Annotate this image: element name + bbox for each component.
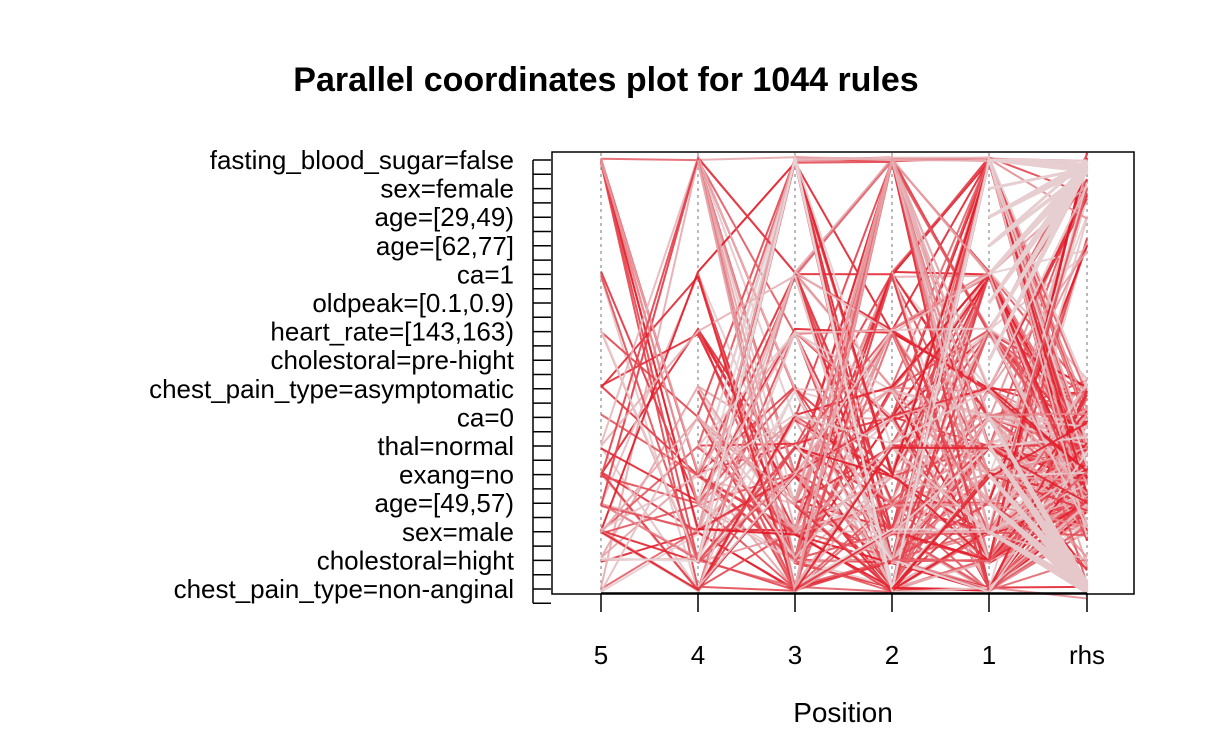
rule-line	[988, 412, 1088, 416]
rule-line	[697, 198, 1088, 531]
x-tick-label: 4	[691, 640, 705, 670]
rule-line	[988, 530, 1088, 595]
x-axis-title: Position	[793, 697, 893, 728]
y-tick-label: fasting_blood_sugar=false	[210, 145, 514, 175]
rule-line	[600, 155, 1088, 533]
rule-line	[891, 422, 1088, 590]
rule-line	[988, 245, 1088, 502]
rule-line	[987, 168, 1089, 276]
y-tick-label: cholestoral=hight	[317, 545, 515, 575]
y-tick-label: ca=1	[457, 259, 514, 289]
rule-line	[988, 162, 1088, 219]
y-tick-label: ca=0	[457, 402, 514, 432]
rule-line	[794, 182, 1088, 588]
x-axis: 5 4 3 2 1 rhs	[594, 592, 1105, 670]
rule-line	[697, 184, 1088, 478]
rule-line	[794, 473, 1088, 591]
rule-line	[600, 274, 1088, 564]
rule-line	[600, 154, 1088, 592]
y-tick-label: exang=no	[399, 460, 514, 490]
x-tick-label: 2	[885, 640, 899, 670]
rule-line	[697, 327, 1088, 588]
grid-lines	[600, 153, 1088, 593]
y-tick-label: age=[49,57)	[374, 488, 514, 518]
y-tick-label: sex=female	[380, 174, 514, 204]
rule-line	[988, 502, 1088, 587]
rule-line	[987, 169, 1089, 361]
x-tick-label: 1	[982, 640, 996, 670]
rule-line	[891, 470, 1088, 562]
y-axis: fasting_blood_sugar=falsesex=femaleage=[…	[149, 145, 551, 605]
plot-frame	[551, 151, 1135, 595]
x-tick-label: 5	[594, 640, 608, 670]
y-tick-label: heart_rate=[143,163)	[270, 317, 514, 347]
rule-line	[794, 446, 1088, 592]
chart-title: Parallel coordinates plot for 1044 rules	[293, 61, 918, 99]
y-tick-label: age=[62,77]	[376, 231, 514, 261]
y-tick-label: chest_pain_type=asymptomatic	[149, 374, 514, 404]
rule-line	[794, 158, 1088, 505]
rule-line	[987, 416, 1089, 586]
y-tick-label: oldpeak=[0.1,0.9)	[312, 288, 514, 318]
rule-lines	[600, 152, 1089, 600]
y-tick-label: chest_pain_type=non-anginal	[174, 574, 514, 604]
x-tick-label: rhs	[1069, 640, 1105, 670]
rule-line	[794, 511, 1088, 593]
y-tick-label: thal=normal	[377, 431, 514, 461]
rule-line	[987, 168, 1089, 333]
rule-line	[697, 160, 1088, 594]
rule-line	[600, 414, 1088, 593]
y-tick-label: cholestoral=pre-hight	[270, 345, 514, 375]
y-tick-label: age=[29,49)	[374, 202, 514, 232]
x-tick-label: 3	[788, 640, 802, 670]
y-tick-label: sex=male	[402, 517, 514, 547]
rule-line	[988, 158, 1088, 168]
